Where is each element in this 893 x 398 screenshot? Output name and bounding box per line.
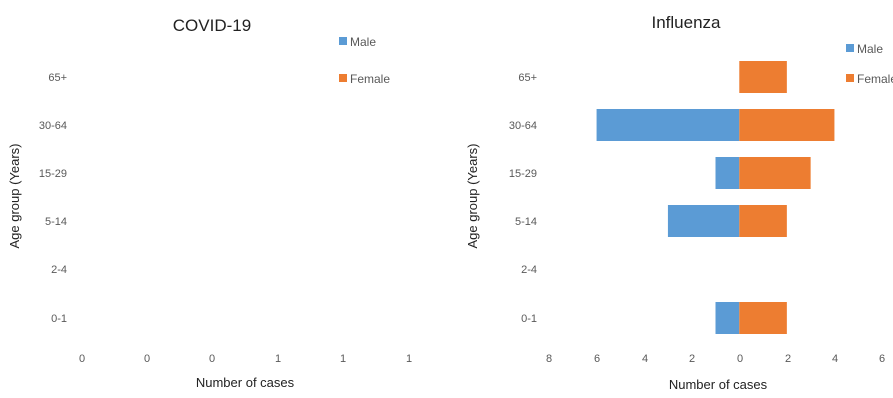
bar-female-15-29 [739, 157, 811, 189]
covid-legend-male: Male [350, 35, 376, 49]
y-tick-label: 2-4 [521, 264, 537, 276]
influenza-x-axis-label: Number of cases [669, 377, 768, 392]
influenza-legend-female: Female [857, 72, 893, 86]
covid-legend-female: Female [350, 72, 390, 86]
influenza-panel: Influenza Age group (Years) Number of ca… [465, 13, 893, 392]
covid-title: COVID-19 [173, 16, 251, 35]
influenza-title: Influenza [652, 13, 722, 32]
x-tick-label: 2 [689, 353, 695, 365]
influenza-y-axis-label: Age group (Years) [465, 143, 480, 248]
x-tick-label: 2 [785, 353, 791, 365]
x-tick-label: 0 [79, 353, 85, 365]
x-tick-label: 0 [209, 353, 215, 365]
covid-legend-female-swatch [339, 74, 347, 82]
x-tick-label: 1 [275, 353, 281, 365]
influenza-bars [596, 61, 835, 334]
y-tick-label: 30-64 [39, 120, 67, 132]
x-tick-label: 0 [737, 353, 743, 365]
covid-legend: Male Female [339, 35, 390, 86]
x-tick-label: 4 [832, 353, 838, 365]
influenza-legend-female-swatch [846, 74, 854, 82]
y-tick-label: 65+ [518, 72, 537, 84]
bar-female-5-14 [739, 205, 787, 237]
y-tick-label: 30-64 [509, 120, 537, 132]
y-tick-label: 0-1 [51, 313, 67, 325]
x-tick-label: 6 [594, 353, 600, 365]
bar-male-5-14 [667, 205, 740, 237]
y-tick-label: 5-14 [515, 216, 537, 228]
covid-y-ticks: 0-1 2-4 5-14 15-29 30-64 65+ [39, 72, 67, 325]
covid-y-axis-label: Age group (Years) [7, 143, 22, 248]
bar-male-0-1 [715, 302, 740, 334]
x-tick-label: 8 [546, 353, 552, 365]
bar-female-0-1 [739, 302, 787, 334]
y-tick-label: 65+ [48, 72, 67, 84]
influenza-legend-male-swatch [846, 44, 854, 52]
covid-x-ticks: 0 0 0 1 1 1 [79, 353, 412, 365]
covid-x-axis-label: Number of cases [196, 375, 295, 390]
influenza-y-ticks: 0-1 2-4 5-14 15-29 30-64 65+ [509, 72, 537, 325]
bar-male-15-29 [715, 157, 740, 189]
bar-male-30-64 [596, 109, 740, 141]
y-tick-label: 5-14 [45, 216, 67, 228]
covid-panel: COVID-19 Age group (Years) Number of cas… [7, 16, 412, 390]
x-tick-label: 1 [406, 353, 412, 365]
influenza-legend: Male Female [846, 42, 893, 86]
influenza-x-ticks: 8 6 4 2 0 2 4 6 [546, 353, 885, 365]
x-tick-label: 4 [642, 353, 648, 365]
covid-legend-male-swatch [339, 37, 347, 45]
x-tick-label: 1 [340, 353, 346, 365]
influenza-legend-male: Male [857, 42, 883, 56]
y-tick-label: 15-29 [509, 168, 537, 180]
x-tick-label: 6 [879, 353, 885, 365]
y-tick-label: 0-1 [521, 313, 537, 325]
y-tick-label: 2-4 [51, 264, 67, 276]
x-tick-label: 0 [144, 353, 150, 365]
bar-female-65+ [739, 61, 787, 93]
y-tick-label: 15-29 [39, 168, 67, 180]
bar-female-30-64 [739, 109, 835, 141]
